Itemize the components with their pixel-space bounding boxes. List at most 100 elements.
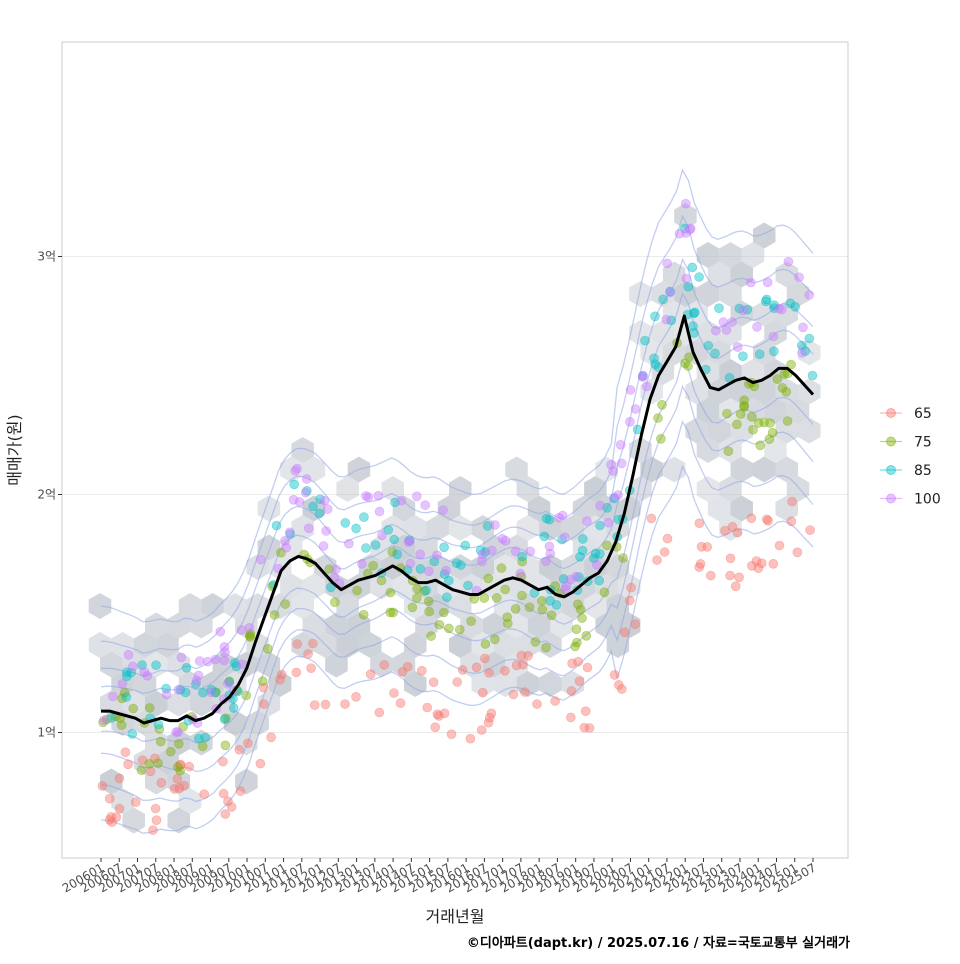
scatter-point-85 xyxy=(181,662,192,673)
scatter-point-100 xyxy=(591,559,602,570)
scatter-point-100 xyxy=(374,506,385,517)
legend-label: 75 xyxy=(914,435,932,451)
scatter-point-65 xyxy=(395,698,406,708)
scatter-point-100 xyxy=(797,348,807,358)
hexbin-cell xyxy=(753,456,776,483)
scatter-point-65 xyxy=(150,803,161,814)
scatter-point-85 xyxy=(517,551,528,562)
hexbin-cell xyxy=(111,671,134,697)
scatter-point-85 xyxy=(106,713,117,723)
hexbin-cell xyxy=(629,281,652,307)
hexbin-cell xyxy=(662,300,686,327)
scatter-point-65 xyxy=(786,516,797,527)
hexbin-cell xyxy=(235,729,258,756)
scatter-point-65 xyxy=(734,572,744,583)
scatter-point-65 xyxy=(439,708,450,719)
scatter-point-100 xyxy=(638,370,648,381)
scatter-point-100 xyxy=(582,516,592,526)
y-tick-label: 2억 xyxy=(37,488,56,502)
scatter-point-85 xyxy=(351,523,361,534)
scatter-point-100 xyxy=(794,272,804,283)
scatter-point-65 xyxy=(114,773,125,784)
scatter-point-85 xyxy=(594,575,605,586)
scatter-point-65 xyxy=(258,699,269,709)
hexbin-cell xyxy=(696,476,720,502)
scatter-point-85 xyxy=(151,660,161,671)
scatter-point-65 xyxy=(477,687,488,698)
scatter-point-65 xyxy=(275,674,285,685)
scatter-point-75 xyxy=(777,383,788,393)
hexbin-cell xyxy=(719,242,742,268)
hexbin-cell xyxy=(741,242,765,268)
scatter-point-85 xyxy=(228,703,239,713)
scatter-point-75 xyxy=(502,618,513,629)
density-contour-line xyxy=(100,257,814,677)
scatter-point-85 xyxy=(482,521,493,531)
scatter-point-75 xyxy=(241,690,251,701)
scatter-point-65 xyxy=(220,809,231,819)
scatter-point-85 xyxy=(769,346,779,357)
scatter-point-85 xyxy=(754,349,765,360)
scatter-point-85 xyxy=(649,353,659,364)
scatter-point-65 xyxy=(646,513,657,524)
scatter-point-65 xyxy=(179,780,189,791)
hexbin-cell xyxy=(178,593,202,619)
scatter-point-100 xyxy=(680,198,691,209)
hexbin-cell xyxy=(674,203,697,229)
scatter-point-100 xyxy=(559,532,570,543)
scatter-point-75 xyxy=(257,676,268,686)
hexbin-cell xyxy=(280,573,303,600)
scatter-point-75 xyxy=(466,616,476,627)
scatter-point-65 xyxy=(266,732,276,743)
hexbin-cell xyxy=(674,281,697,307)
scatter-point-100 xyxy=(762,277,773,288)
scatter-point-100 xyxy=(139,667,150,677)
scatter-point-85 xyxy=(389,534,400,545)
hexbin-cell xyxy=(786,476,810,502)
scatter-point-65 xyxy=(774,540,785,551)
scatter-point-100 xyxy=(745,277,756,288)
hexbin-cell xyxy=(268,554,292,580)
scatter-points xyxy=(97,198,818,835)
scatter-point-85 xyxy=(807,370,818,381)
scatter-point-100 xyxy=(206,687,216,698)
plot-panel-border xyxy=(61,41,849,859)
scatter-point-75 xyxy=(489,634,500,645)
scatter-point-65 xyxy=(532,699,542,709)
scatter-point-75 xyxy=(735,409,746,419)
density-contour-line xyxy=(100,358,814,744)
scatter-point-65 xyxy=(616,684,627,694)
hexbin-cell xyxy=(122,690,145,717)
hexbin-cell xyxy=(133,671,157,697)
hexbin-cell xyxy=(651,281,675,307)
scatter-point-75 xyxy=(423,596,434,607)
scatter-point-85 xyxy=(688,321,698,331)
scatter-point-100 xyxy=(613,490,623,500)
hexbin-cell xyxy=(482,651,506,678)
hexbin-cell xyxy=(719,437,742,463)
hexbin-cell xyxy=(505,651,528,678)
scatter-point-85 xyxy=(463,580,473,591)
scatter-point-65 xyxy=(694,518,705,529)
scatter-point-65 xyxy=(309,700,320,710)
scatter-point-100 xyxy=(665,287,676,298)
hexbin-cell xyxy=(415,534,438,561)
scatter-point-100 xyxy=(171,727,181,737)
hexbin-cell xyxy=(404,515,427,541)
hexbin-cell xyxy=(212,651,236,678)
scatter-point-75 xyxy=(245,629,256,639)
scatter-point-100 xyxy=(441,565,451,576)
hexbin-cell xyxy=(392,495,416,522)
scatter-point-65 xyxy=(763,515,773,526)
scatter-point-85 xyxy=(392,549,403,560)
scatter-point-85 xyxy=(785,298,796,309)
scatter-point-65 xyxy=(476,725,487,735)
scatter-point-85 xyxy=(180,687,191,698)
hexbin-cell xyxy=(370,651,393,678)
scatter-point-65 xyxy=(465,733,476,744)
scatter-point-75 xyxy=(454,624,465,635)
scatter-point-100 xyxy=(477,556,487,567)
scatter-point-85 xyxy=(289,479,300,490)
scatter-point-85 xyxy=(577,534,588,544)
scatter-point-75 xyxy=(387,546,398,557)
